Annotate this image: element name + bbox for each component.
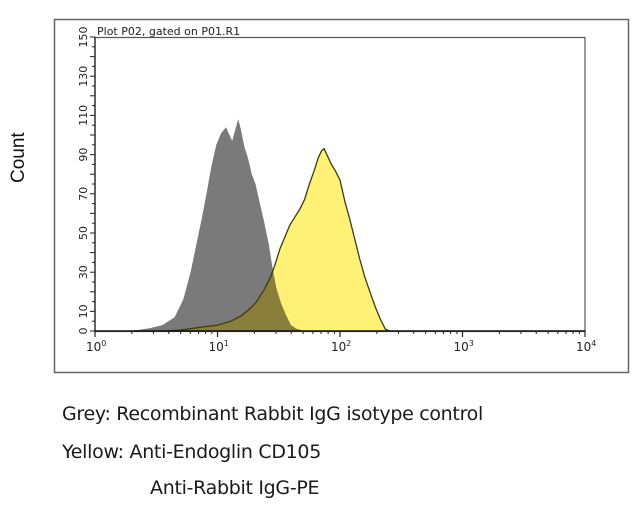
caption-yellow-legend: Yellow: Anti-Endoglin CD105 [62,441,322,463]
plot-title: Plot P02, gated on P01.R1 [97,25,240,38]
y-tick-label: 50 [77,226,90,240]
y-tick-label: 90 [77,148,90,162]
y-tick-label: 70 [77,187,90,201]
y-tick-label: 30 [77,265,90,279]
yellow-cd105-histogram [162,148,389,331]
yellow-histogram-outline [162,147,390,332]
y-tick-label: 0 [77,328,90,335]
y-tick-label: 110 [77,105,90,126]
caption-secondary-antibody: Anti-Rabbit IgG-PE [150,477,320,499]
caption-grey-legend: Grey: Recombinant Rabbit IgG isotype con… [62,403,483,425]
y-tick-label: 10 [77,304,90,318]
y-tick-label: 130 [77,66,90,87]
grey-isotype-histogram [119,119,306,331]
histogram-series [119,119,390,332]
y-tick-label: 150 [77,27,90,48]
